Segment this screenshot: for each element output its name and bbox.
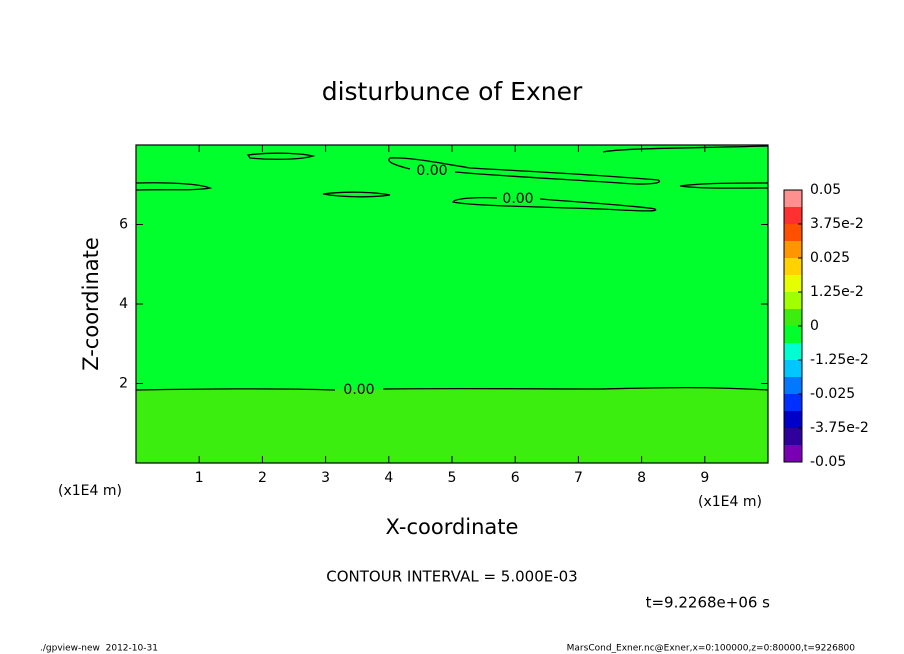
x-tick-label: 9 [700,470,709,486]
colorbar-tick-label: -1.25e-2 [810,352,869,368]
x-unit: (x1E4 m) [698,494,762,510]
x-tick-label: 3 [321,470,330,486]
x-axis-label: X-coordinate [386,515,519,539]
y-tick-label: 6 [119,217,128,233]
x-tick-label: 2 [258,470,267,486]
colorbar-tick-label: -0.05 [810,454,846,470]
colorbar-band [784,258,802,275]
colorbar-tick-label: -3.75e-2 [810,420,869,436]
colorbar-band [784,377,802,394]
contour-line [679,182,769,189]
x-tick-label: 4 [384,470,393,486]
colorbar-tick-label: 0.025 [810,250,850,266]
plot-area [136,145,768,463]
y-tick-label: 4 [119,296,128,312]
colorbar-tick-label: -0.025 [810,386,855,402]
x-tick-label: 1 [195,470,204,486]
colorbar-tick-label: 1.25e-2 [810,284,864,300]
x-tick-label: 8 [637,470,646,486]
y-axis-label: Z-coordinate [79,237,103,371]
colorbar-band [784,411,802,428]
colorbar-band [784,326,802,343]
colorbar-tick-label: 3.75e-2 [810,216,864,232]
contour-line [382,386,769,391]
contour-label: 0.00 [416,163,447,179]
time-label: t=9.2268e+06 s [646,594,771,612]
contour-line [602,145,769,153]
contour-line [452,196,657,212]
contour-line [246,152,316,160]
contour-line [388,157,661,185]
colorbar-band [784,394,802,411]
y-tick-label: 2 [119,376,128,392]
x-tick-label: 7 [574,470,583,486]
footer-left: ./gpview-new 2012-10-31 [40,644,158,654]
field-region [136,387,768,463]
colorbar-band [784,360,802,377]
colorbar-band [784,190,802,207]
contour-line [135,182,213,191]
footer-right: MarsCond_Exner.nc@Exner,x=0:100000,z=0:8… [567,644,856,654]
colorbar-band [784,275,802,292]
x-tick-label: 6 [511,470,520,486]
colorbar-band [784,428,802,445]
contour-interval: CONTOUR INTERVAL = 5.000E-03 [326,568,577,586]
y-unit: (x1E4 m) [58,483,122,499]
chart-title: disturbunce of Exner [322,77,583,106]
contour-label: 0.00 [502,191,533,207]
contour-line [135,388,336,391]
colorbar-band [784,309,802,326]
colorbar-band [784,224,802,241]
colorbar-band [784,241,802,258]
colorbar-band [784,207,802,224]
colorbar-band [784,343,802,360]
colorbar-tick-label: 0.05 [810,182,841,198]
contour-lines [135,145,769,391]
contour-line [322,191,391,198]
colorbar-band [784,292,802,309]
contour-label: 0.00 [343,382,374,398]
x-tick-label: 5 [448,470,457,486]
colorbar-tick-label: 0 [810,318,819,334]
colorbar-band [784,445,802,462]
